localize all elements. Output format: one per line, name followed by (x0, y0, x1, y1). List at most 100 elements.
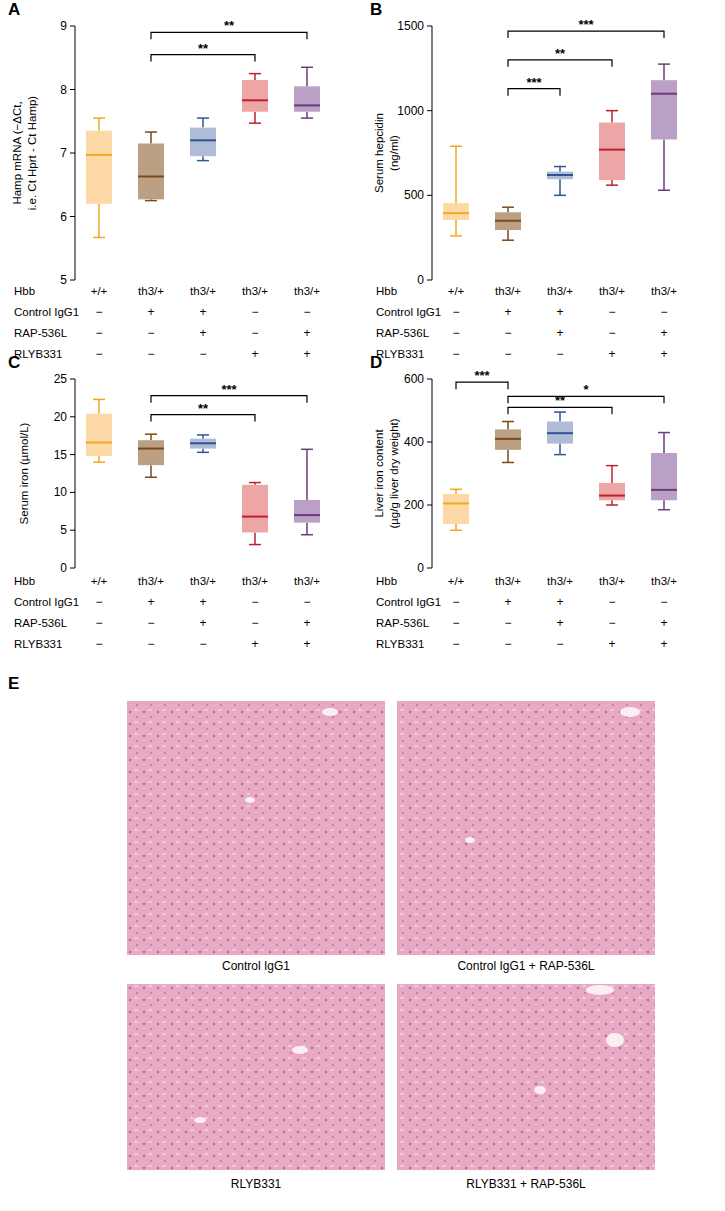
category-label: th3/+ (190, 285, 216, 297)
whisker-cap-low (301, 117, 313, 119)
y-tick-label: 7 (60, 146, 67, 160)
y-tick (427, 505, 432, 506)
treatment-mark: − (95, 347, 102, 361)
whisker-low (455, 524, 457, 530)
treatment-mark: + (608, 637, 615, 651)
median (651, 489, 677, 491)
treatment-mark: + (556, 595, 563, 609)
category-label: th3/+ (547, 575, 573, 587)
y-axis (432, 26, 433, 280)
treatment-mark: + (147, 595, 154, 609)
panel-2: CSerum iron (µmol/L)0510152025*****Hbb+/… (8, 353, 320, 651)
y-tick-label: 8 (60, 83, 67, 97)
treatment-mark: − (608, 595, 615, 609)
y-tick (70, 454, 75, 455)
category-label: th3/+ (495, 575, 521, 587)
category-label: th3/+ (547, 285, 573, 297)
treatment-mark: + (303, 326, 310, 340)
significance-label: ** (224, 18, 235, 33)
box (651, 80, 677, 139)
treatment-mark: − (556, 637, 563, 651)
whisker-cap-low (606, 184, 618, 186)
median (599, 495, 625, 497)
treatment-mark: − (608, 305, 615, 319)
whisker-cap-high (554, 411, 566, 413)
row-label: RAP-536L (376, 327, 430, 339)
vessel (606, 1033, 624, 1047)
treatment-mark: − (660, 305, 667, 319)
whisker-cap-low (502, 462, 514, 464)
row-label: RAP-536L (14, 327, 68, 339)
panel-letter: E (8, 674, 19, 693)
whisker-cap-high (145, 131, 157, 133)
significance-label: *** (221, 382, 237, 397)
y-tick-label: 25 (54, 372, 68, 386)
significance-bracket (456, 382, 508, 389)
treatment-mark: − (147, 326, 154, 340)
box (190, 439, 216, 449)
treatment-mark: + (303, 616, 310, 630)
vessel (292, 1046, 308, 1054)
y-tick (427, 379, 432, 380)
whisker-cap-low (450, 529, 462, 531)
category-label: th3/+ (242, 285, 268, 297)
y-tick-label: 15 (54, 448, 68, 462)
whisker-low (507, 450, 509, 463)
vessel (465, 837, 475, 843)
y-label: (ng/ml) (388, 135, 400, 171)
significance-bracket (508, 31, 664, 38)
whisker-high (663, 433, 665, 453)
significance-bracket (508, 89, 560, 96)
box (86, 414, 112, 456)
whisker-low (98, 204, 100, 238)
y-label: Serum iron (µmol/L) (18, 422, 30, 524)
category-label: th3/+ (138, 285, 164, 297)
treatment-mark: − (147, 347, 154, 361)
whisker-cap-low (145, 200, 157, 202)
box (599, 123, 625, 181)
y-tick (70, 26, 75, 27)
treatment-mark: + (199, 595, 206, 609)
box (242, 80, 268, 112)
y-tick (70, 89, 75, 90)
row-label: RAP-536L (376, 617, 430, 629)
treatment-mark: + (251, 637, 258, 651)
whisker-high (507, 207, 509, 212)
treatment-mark: + (660, 637, 667, 651)
box (547, 422, 573, 444)
y-tick (427, 280, 432, 281)
box (547, 172, 573, 180)
whisker-cap-low (145, 477, 157, 479)
row-label: Control IgG1 (376, 306, 441, 318)
significance-label: ** (198, 401, 209, 416)
y-tick-label: 200 (404, 498, 424, 512)
whisker-cap-low (658, 190, 670, 192)
y-tick (70, 530, 75, 531)
treatment-mark: + (660, 616, 667, 630)
category-label: th3/+ (294, 285, 320, 297)
row-label: Hbb (14, 285, 35, 297)
whisker-cap-low (554, 454, 566, 456)
box (190, 128, 216, 157)
treatment-mark: − (147, 616, 154, 630)
whisker-cap-high (502, 421, 514, 423)
vessel (245, 797, 255, 803)
whisker-low (559, 179, 561, 195)
whisker-cap-high (658, 63, 670, 65)
treatment-mark: + (199, 305, 206, 319)
box (495, 429, 521, 449)
treatment-mark: − (556, 347, 563, 361)
treatment-mark: − (452, 305, 459, 319)
panel-letter: A (8, 0, 20, 19)
treatment-mark: + (504, 595, 511, 609)
row-label: Control IgG1 (14, 306, 79, 318)
y-label: i.e. Ct Hprt - Ct Hamp) (26, 96, 38, 211)
vessel (534, 1086, 546, 1094)
median (138, 448, 164, 450)
whisker-high (611, 111, 613, 123)
whisker-high (98, 118, 100, 131)
treatment-mark: − (660, 595, 667, 609)
category-label: +/+ (448, 575, 465, 587)
whisker-cap-low (502, 239, 514, 241)
treatment-mark: − (452, 347, 459, 361)
